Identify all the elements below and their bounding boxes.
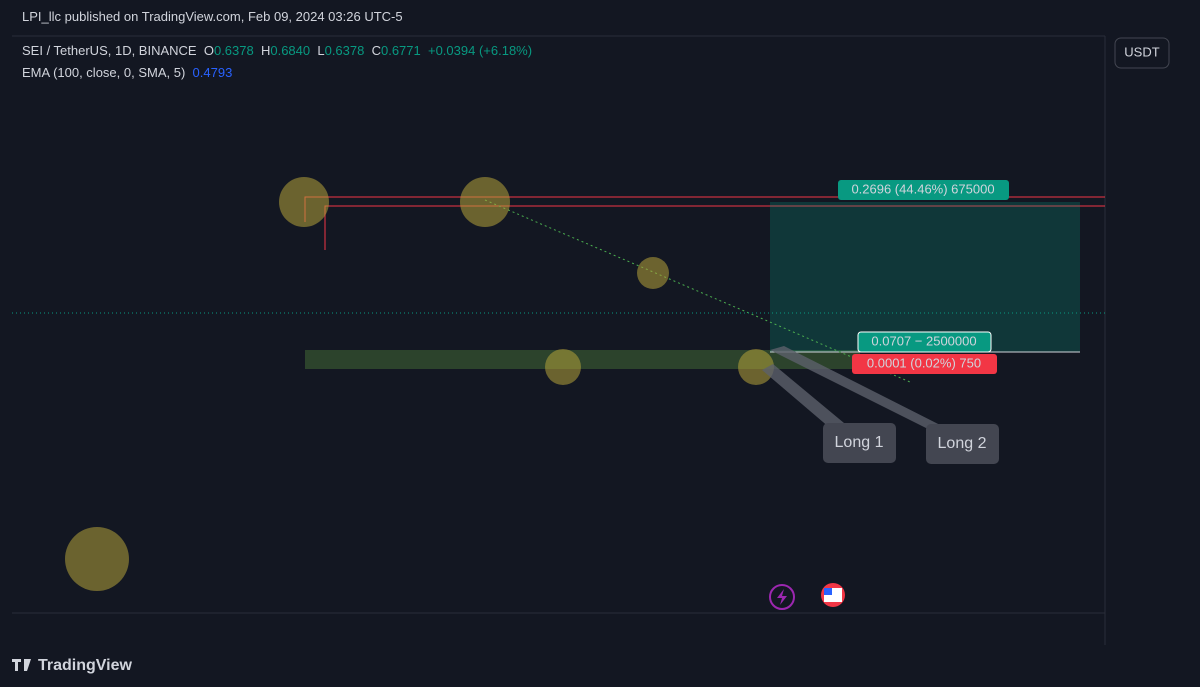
symbol: SEI / TetherUS, 1D, BINANCE: [22, 43, 197, 58]
ema-line: EMA (100, close, 0, SMA, 5) 0.4793: [22, 65, 232, 80]
ohlc-label: H: [260, 43, 271, 58]
change: +0.0394 (+6.18%): [427, 43, 533, 58]
entry-label-box: [857, 331, 992, 353]
highlight-circle: [545, 349, 581, 385]
ema-value: 0.4793: [192, 65, 233, 80]
currency-button[interactable]: [1114, 37, 1170, 69]
brand: TradingView: [38, 657, 133, 674]
highlight-circle: [637, 257, 669, 289]
target-label-box: [838, 180, 1009, 200]
trend-line: [484, 199, 911, 383]
highlight-circle: [65, 527, 129, 591]
currency: USDT: [1124, 44, 1159, 59]
ohlc-label: L: [317, 43, 325, 58]
ohlc-label: C: [371, 43, 381, 58]
ohlc-value: 0.6378: [213, 43, 254, 58]
callout: [926, 424, 999, 464]
highlight-circle: [738, 349, 774, 385]
target-label: 0.2696 (44.46%) 675000: [851, 181, 994, 196]
callout-pointer: [770, 346, 950, 430]
target-zone: [770, 202, 1080, 352]
annotation: Long 1: [835, 434, 884, 451]
lightning: [777, 589, 787, 605]
ohlc-value: 0.6771: [380, 43, 421, 58]
published: LPI_llc published on TradingView.com, Fe…: [22, 9, 403, 24]
ohlc-label: O: [203, 43, 214, 58]
annotation: Long 2: [938, 435, 987, 452]
callout-pointer: [762, 364, 850, 428]
symbol-line: SEI / TetherUS, 1D, BINANCE O0.6378 H0.6…: [22, 43, 532, 58]
ema-label: EMA (100, close, 0, SMA, 5): [22, 65, 186, 80]
flag: [824, 588, 832, 595]
ohlc-value: 0.6378: [324, 43, 365, 58]
stop-label: 0.0001 (0.02%) 750: [867, 355, 981, 370]
highlight-circle: [460, 177, 510, 227]
support-zone: [305, 350, 860, 369]
highlight-circle: [279, 177, 329, 227]
callout: [823, 423, 896, 463]
entry-label: 0.0707 − 2500000: [871, 333, 976, 348]
logo: [12, 659, 31, 671]
ohlc-value: 0.6840: [270, 43, 311, 58]
highlights: [65, 177, 774, 591]
stop-label-box: [852, 354, 997, 374]
event-icon[interactable]: [769, 584, 795, 610]
